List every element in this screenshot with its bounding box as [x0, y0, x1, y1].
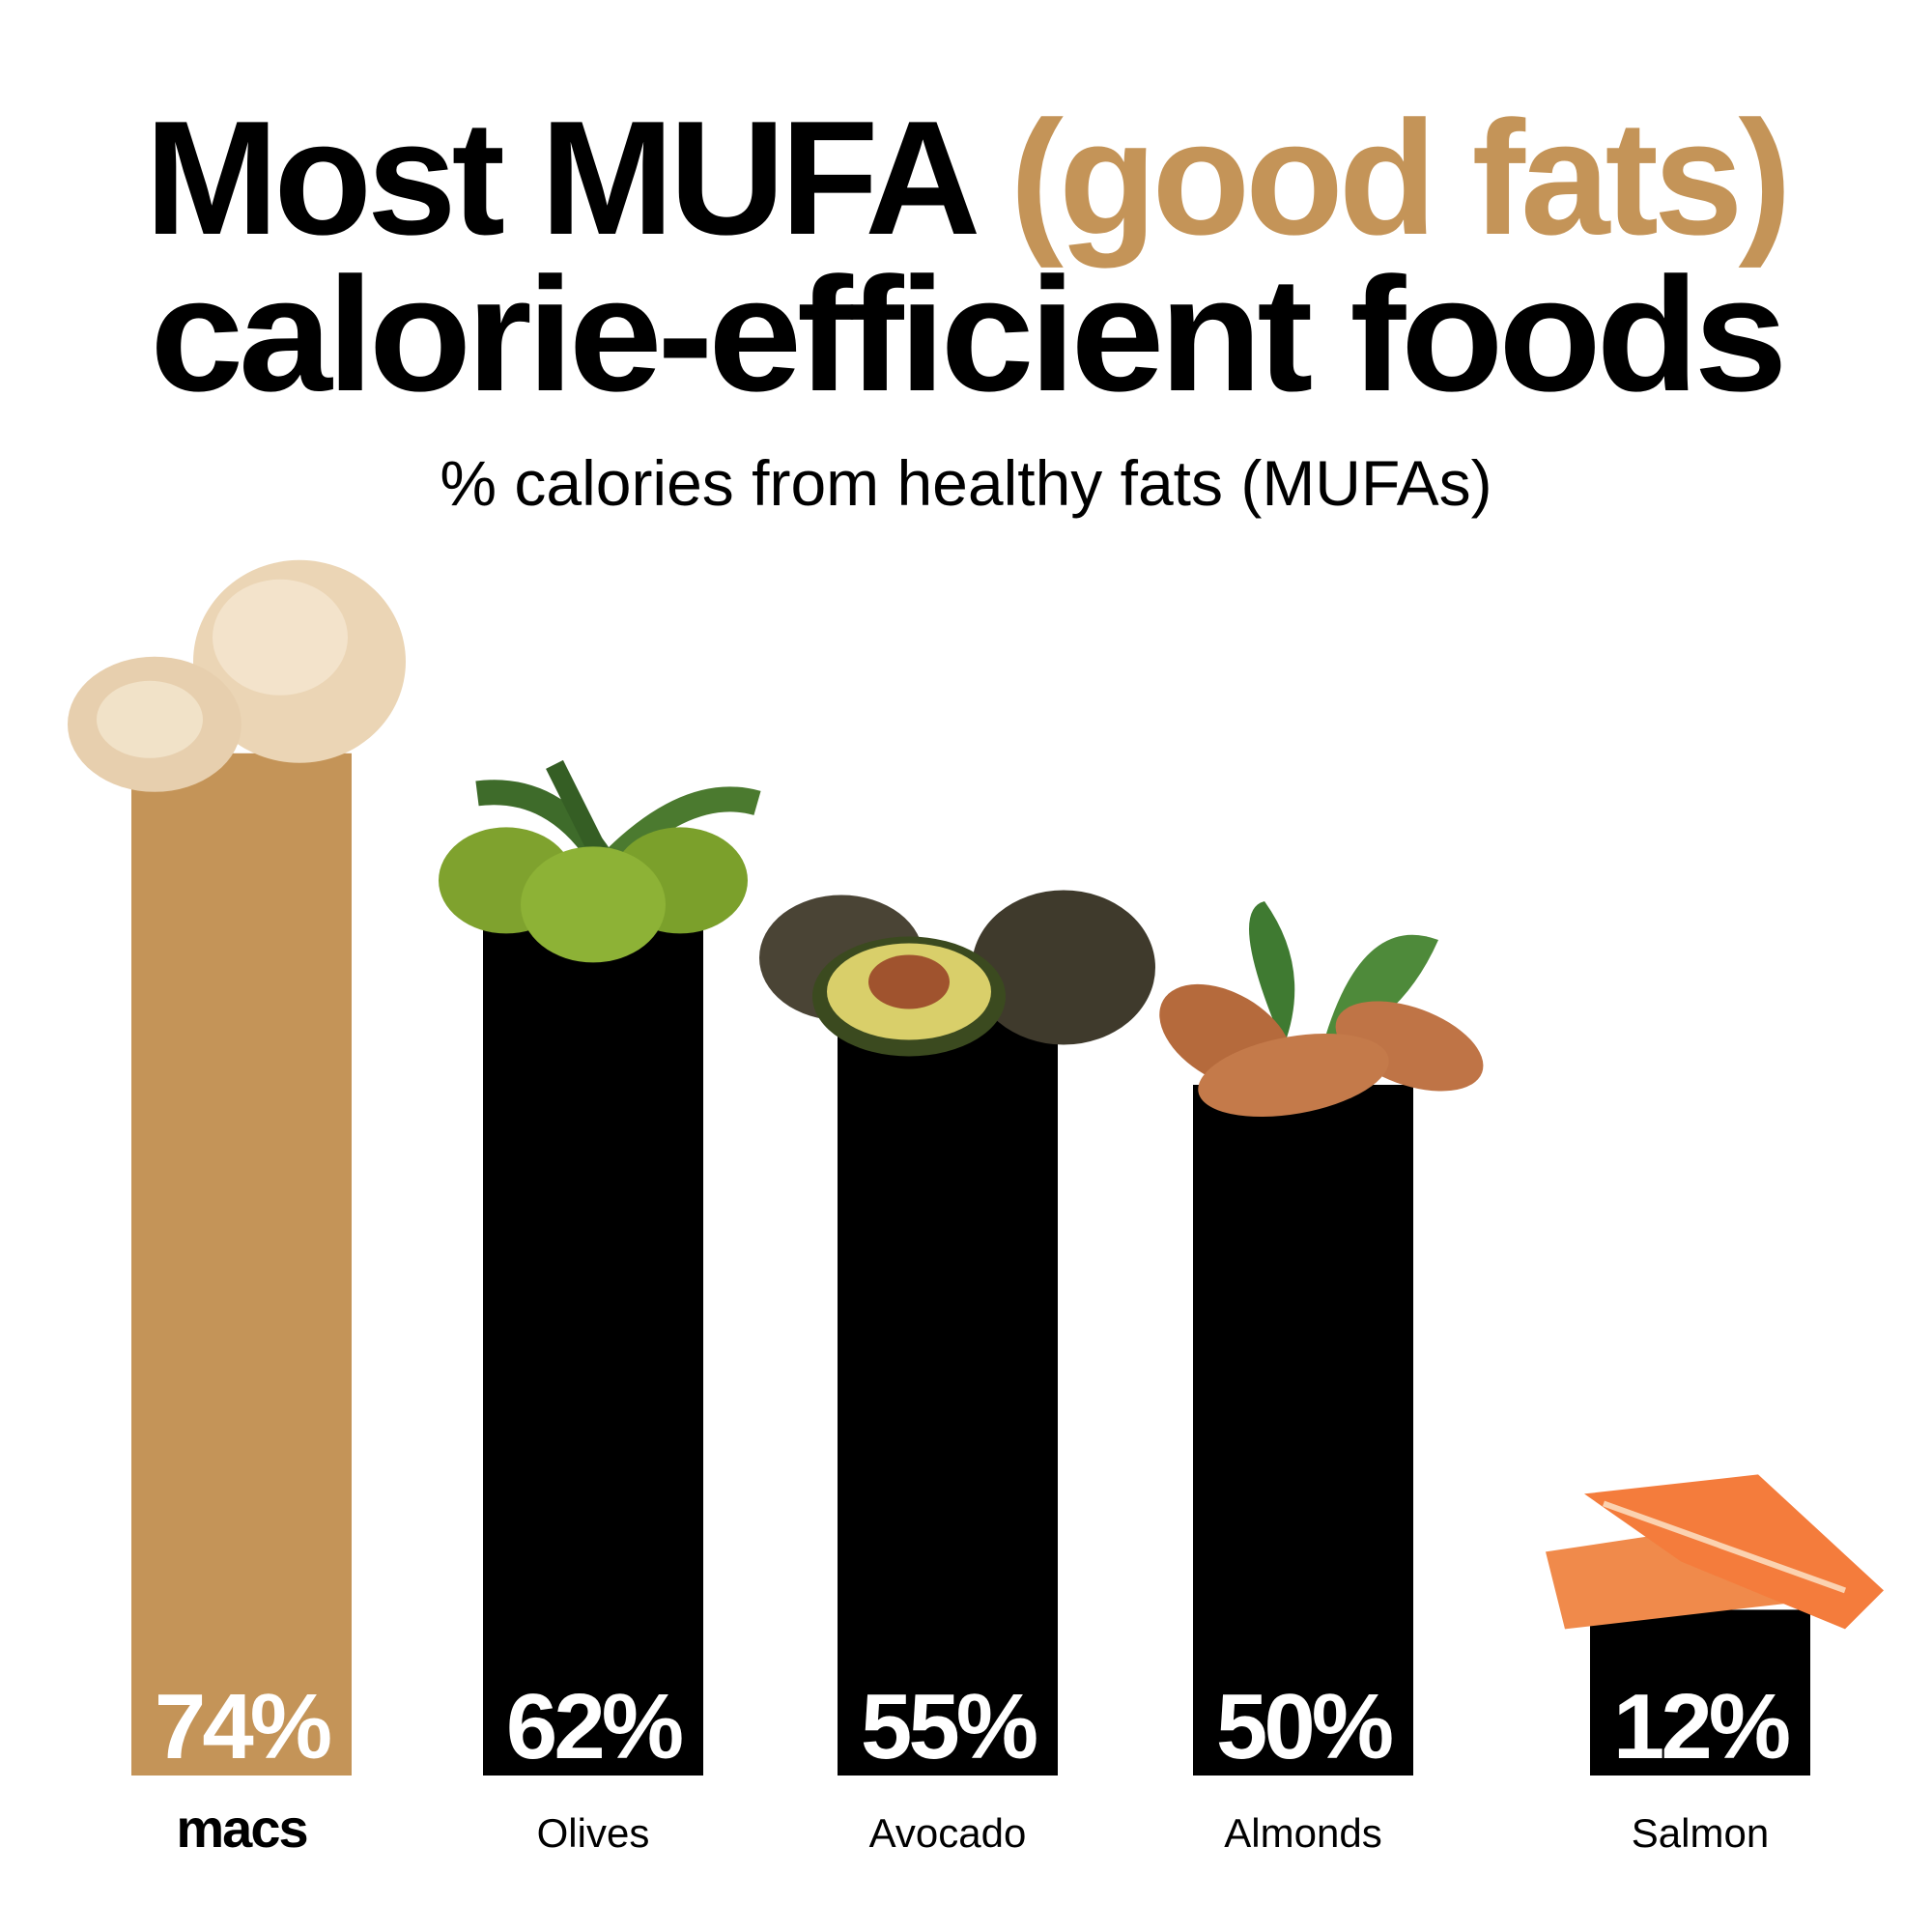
- value-label: 74%: [155, 1675, 330, 1778]
- olives-icon: [439, 759, 761, 963]
- bar-avocado: [838, 1015, 1058, 1776]
- almonds-icon: [1159, 901, 1484, 1118]
- chart-subtitle: % calories from healthy fats (MUFAs): [440, 447, 1492, 519]
- bar-macs: [131, 753, 352, 1776]
- title-accent: (good fats): [1009, 87, 1792, 269]
- bar-olives: [483, 919, 703, 1776]
- bar-salmon: [1590, 1609, 1810, 1776]
- chart-title-line2: calorie-efficient foods: [0, 253, 1932, 415]
- value-label: 12%: [1613, 1675, 1789, 1778]
- category-label: Salmon: [1632, 1810, 1769, 1856]
- avocado-icon: [759, 890, 1155, 1057]
- category-label: macs: [176, 1798, 306, 1859]
- value-label: 50%: [1216, 1675, 1392, 1778]
- title-line2-text: calorie-efficient foods: [149, 243, 1787, 425]
- title-prefix: Most MUFA: [144, 87, 1010, 269]
- category-label: Avocado: [869, 1810, 1027, 1856]
- value-label: 62%: [506, 1675, 682, 1778]
- bar-almonds: [1193, 1085, 1413, 1776]
- macadamia-icon: [68, 559, 406, 792]
- salmon-icon: [1546, 1474, 1884, 1630]
- category-label: Olives: [537, 1810, 650, 1856]
- value-label: 55%: [861, 1675, 1037, 1778]
- category-label: Almonds: [1224, 1810, 1381, 1856]
- chart-title-line1: Most MUFA (good fats): [0, 97, 1932, 259]
